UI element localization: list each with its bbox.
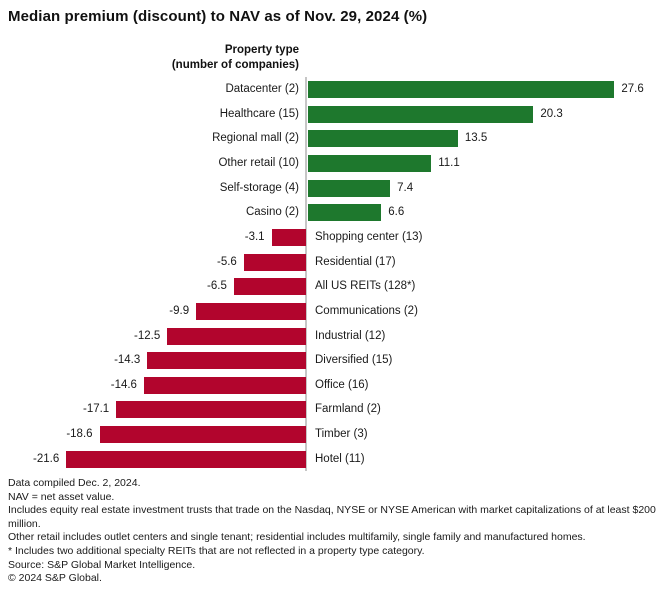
category-label: Industrial (12) (315, 329, 386, 342)
value-label: -14.3 (114, 354, 141, 367)
footnote-line: * Includes two additional specialty REIT… (8, 544, 425, 557)
value-label: -12.5 (134, 329, 161, 342)
bar-row: Office (16) -14.6 (0, 376, 660, 394)
category-label: Healthcare (15) (219, 107, 299, 120)
bar (243, 253, 306, 271)
category-label: Diversified (15) (315, 354, 393, 367)
value-label: 7.4 (397, 181, 414, 194)
bar (308, 204, 382, 222)
category-label: Casino (2) (245, 206, 299, 219)
footnote-line: Other retail includes outlet centers and… (8, 531, 586, 544)
bar-row: Datacenter (2) 27.6 (0, 81, 660, 98)
bar (167, 327, 306, 345)
value-label: -3.1 (244, 230, 265, 243)
value-label: 20.3 (540, 107, 563, 120)
bar (308, 81, 615, 98)
bar (308, 179, 391, 197)
bar (271, 228, 306, 246)
category-label: Other retail (10) (218, 156, 299, 169)
category-label: All US REITs (128*) (315, 280, 416, 293)
bar-chart: Datacenter (2) 27.6 Healthcare (15) 20.3 Reg… (0, 77, 660, 471)
axis-header-line2: (number of companies) (171, 58, 299, 71)
bar (116, 401, 306, 419)
value-label: 11.1 (438, 156, 460, 169)
bar-row: Industrial (12) -12.5 (0, 327, 660, 345)
category-label: Shopping center (13) (315, 230, 423, 243)
bar-row: Timber (3) -18.6 (0, 426, 660, 444)
bar-row: Self-storage (4) 7.4 (0, 179, 660, 197)
bar (308, 130, 458, 148)
footnotes: Data compiled Dec. 2, 2024. NAV = net as… (8, 477, 656, 586)
bar-row: Hotel (11) -21.6 (0, 450, 660, 468)
footnote-line: Source: S&P Global Market Intelligence. (8, 558, 196, 571)
category-label: Communications (2) (315, 304, 418, 317)
bar-row: Residential (17) -5.6 (0, 253, 660, 271)
bar-row: All US REITs (128*) -6.5 (0, 278, 660, 296)
bar (233, 278, 306, 296)
axis-header: Property type (number of companies) (0, 43, 299, 72)
axis-header-line1: Property type (224, 44, 299, 56)
bar (99, 426, 306, 444)
category-label: Regional mall (2) (212, 132, 299, 145)
bar (308, 105, 534, 123)
category-label: Residential (17) (315, 255, 396, 268)
footnote-line: © 2024 S&P Global. (8, 572, 102, 585)
bar (143, 376, 306, 394)
value-label: -17.1 (82, 403, 110, 416)
chart-title: Median premium (discount) to NAV as of N… (8, 8, 428, 25)
bar-row: Regional mall (2) 13.5 (0, 130, 660, 148)
bar (196, 302, 306, 320)
category-label: Self-storage (4) (219, 181, 299, 194)
value-label: -6.5 (207, 280, 227, 293)
bar (147, 352, 306, 370)
bar-row: Casino (2) 6.6 (0, 204, 660, 222)
category-label: Farmland (2) (315, 403, 381, 416)
bar-row: Diversified (15) -14.3 (0, 352, 660, 370)
value-label: 27.6 (621, 83, 644, 95)
footnote-line: Includes equity real estate investment t… (8, 504, 656, 530)
bar-row: Other retail (10) 11.1 (0, 154, 660, 172)
category-label: Timber (3) (315, 428, 368, 441)
value-label: -9.9 (169, 304, 190, 317)
bar-row: Farmland (2) -17.1 (0, 401, 660, 419)
bar (66, 450, 306, 468)
value-label: 6.6 (388, 206, 405, 219)
value-label: -21.6 (33, 452, 60, 465)
bar-row: Communications (2) -9.9 (0, 302, 660, 320)
value-label: -5.6 (217, 255, 237, 268)
value-label: 13.5 (464, 132, 488, 145)
category-label: Datacenter (2) (225, 83, 299, 95)
footnote-line: Data compiled Dec. 2, 2024. (8, 477, 141, 489)
category-label: Hotel (11) (315, 452, 365, 465)
zero-axis-line (305, 77, 307, 471)
value-label: -14.6 (110, 378, 137, 391)
category-label: Office (16) (315, 378, 369, 391)
bar-row: Shopping center (13) -3.1 (0, 228, 660, 246)
value-label: -18.6 (66, 428, 93, 441)
bar (308, 154, 432, 172)
footnote-line: NAV = net asset value. (8, 490, 115, 503)
bar-row: Healthcare (15) 20.3 (0, 105, 660, 123)
